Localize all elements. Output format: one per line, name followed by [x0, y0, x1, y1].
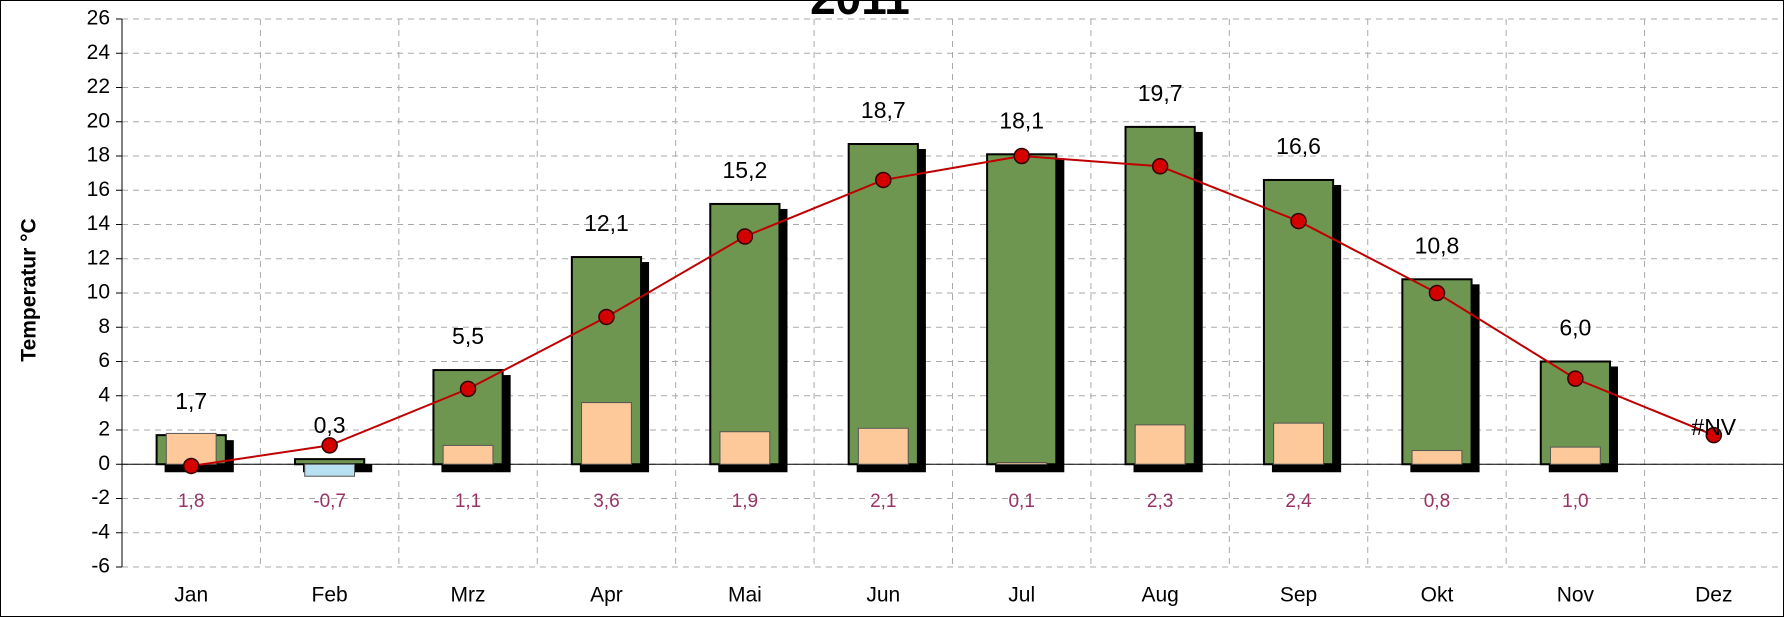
line-marker — [459, 380, 477, 398]
y-tick-label: 6 — [98, 349, 110, 372]
deviation-bar — [581, 402, 632, 465]
deviation-label: 0,8 — [1424, 491, 1450, 512]
bar — [294, 458, 366, 466]
line-marker — [1151, 158, 1169, 175]
bar — [1401, 278, 1473, 466]
y-tick-label: 10 — [87, 281, 110, 304]
y-tick-label: 8 — [98, 315, 110, 338]
y-tick-label: 12 — [87, 246, 110, 269]
y-tick-label: 0 — [98, 452, 110, 475]
y-tick-label: 16 — [87, 178, 110, 201]
deviation-label: 2,3 — [1147, 491, 1173, 512]
x-tick-label: Mrz — [451, 584, 486, 607]
y-tick-label: 2 — [98, 418, 110, 441]
line-marker — [736, 228, 754, 245]
bar — [709, 202, 781, 466]
line-marker — [1428, 284, 1446, 302]
line-marker — [598, 308, 615, 326]
line-marker — [1567, 370, 1584, 387]
y-tick-label: 18 — [87, 144, 110, 167]
deviation-label: 1,9 — [732, 491, 758, 512]
bar — [847, 143, 919, 466]
x-tick-label: Feb — [312, 584, 348, 607]
value-label: 18,1 — [999, 107, 1044, 133]
y-tick-label: 22 — [87, 75, 110, 98]
deviation-label: 0,1 — [1008, 491, 1034, 512]
x-tick-label: Okt — [1421, 584, 1454, 607]
bar — [986, 153, 1058, 466]
value-label: 19,7 — [1138, 80, 1183, 106]
y-tick-label: 4 — [98, 383, 110, 406]
y-tick-label: -2 — [91, 486, 110, 509]
chart-title: 2011 — [810, 0, 910, 24]
deviation-label: 2,1 — [870, 491, 896, 512]
value-label: 12,1 — [584, 210, 629, 236]
bar — [1124, 125, 1196, 466]
y-tick-label: 24 — [87, 41, 111, 64]
deviation-label: 3,6 — [593, 491, 619, 512]
deviation-bar — [1134, 424, 1186, 465]
deviation-bar — [719, 431, 771, 465]
value-label: 16,6 — [1276, 133, 1321, 159]
deviation-bar — [1549, 446, 1601, 465]
value-label: 5,5 — [452, 323, 484, 349]
line-marker — [1290, 212, 1307, 230]
y-axis-label: Temperatur °C — [18, 218, 41, 361]
x-tick-label: Jan — [174, 584, 208, 607]
line — [191, 154, 1715, 467]
deviation-bar — [1411, 450, 1463, 465]
line-marker — [182, 457, 200, 475]
y-tick-label: -6 — [91, 555, 110, 578]
deviation-label: 2,4 — [1285, 491, 1312, 512]
deviation-bar — [442, 444, 494, 465]
deviation-label: 1,1 — [455, 491, 481, 512]
x-tick-label: Jun — [866, 584, 900, 607]
line-marker — [1013, 147, 1030, 165]
deviation-bar — [857, 427, 909, 465]
x-tick-label: Nov — [1557, 584, 1595, 607]
line-marker — [875, 171, 892, 189]
x-tick-label: Mai — [728, 584, 762, 607]
value-label: 15,2 — [722, 157, 767, 183]
value-label: 18,7 — [861, 97, 906, 123]
value-label: 10,8 — [1415, 232, 1460, 258]
value-label: #NV — [1691, 414, 1736, 440]
y-tick-label: -4 — [91, 520, 110, 543]
value-label: 1,7 — [175, 388, 207, 414]
value-label: 0,3 — [314, 412, 346, 438]
deviation-bar — [996, 462, 1048, 465]
deviation-label: 1,8 — [178, 491, 204, 512]
x-tick-label: Sep — [1280, 584, 1317, 607]
x-tick-label: Apr — [590, 584, 623, 607]
y-tick-label: 20 — [87, 109, 110, 132]
y-tick-label: 14 — [87, 212, 111, 235]
deviation-label: -0,7 — [313, 491, 346, 512]
line-marker — [1705, 426, 1723, 444]
value-label: 6,0 — [1559, 315, 1591, 341]
deviation-bar — [1273, 422, 1324, 465]
x-tick-label: Dez — [1695, 584, 1732, 607]
x-tick-label: Aug — [1141, 584, 1178, 607]
x-tick-label: Jul — [1008, 584, 1035, 607]
line-marker — [321, 437, 338, 454]
deviation-label: 1,0 — [1562, 491, 1588, 512]
deviation-bar — [304, 463, 356, 477]
y-tick-label: 26 — [87, 7, 110, 30]
